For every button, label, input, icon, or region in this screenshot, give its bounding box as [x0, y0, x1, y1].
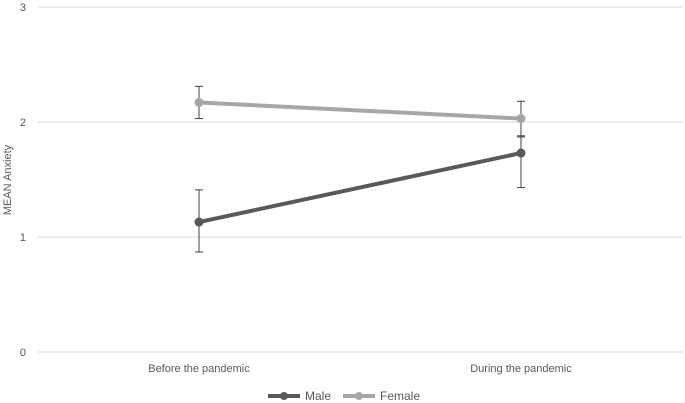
y-tick-label: 3 — [20, 2, 26, 14]
data-point-male — [194, 217, 204, 227]
x-axis-ticks: Before the pandemic During the pandemic — [148, 363, 572, 375]
y-tick-label: 1 — [20, 232, 26, 244]
series-line-male — [197, 151, 523, 225]
legend-marker-female — [355, 392, 363, 400]
y-tick-label: 0 — [20, 347, 26, 359]
gridlines — [38, 6, 683, 353]
legend: Male Female — [268, 389, 420, 403]
data-point-female — [194, 97, 204, 107]
legend-label-female: Female — [380, 389, 420, 403]
data-point-female — [516, 114, 526, 124]
legend-label-male: Male — [305, 389, 331, 403]
x-tick-label: Before the pandemic — [148, 363, 250, 375]
x-tick-label: During the pandemic — [470, 363, 572, 375]
legend-marker-male — [280, 392, 288, 400]
data-point-male — [516, 148, 526, 158]
y-axis-label: MEAN Anxiety — [2, 144, 14, 215]
y-axis-ticks: 0 1 2 3 — [20, 2, 26, 359]
y-tick-label: 2 — [20, 117, 26, 129]
series-line-female — [197, 100, 523, 121]
series-lines — [194, 97, 526, 227]
